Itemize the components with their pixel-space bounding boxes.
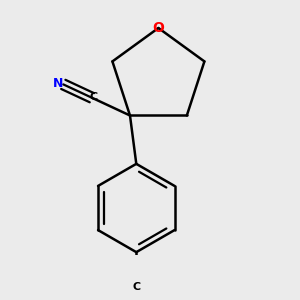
Text: N: N — [53, 77, 63, 90]
Text: C: C — [132, 282, 140, 292]
Text: O: O — [152, 21, 164, 35]
Text: C: C — [90, 92, 98, 102]
